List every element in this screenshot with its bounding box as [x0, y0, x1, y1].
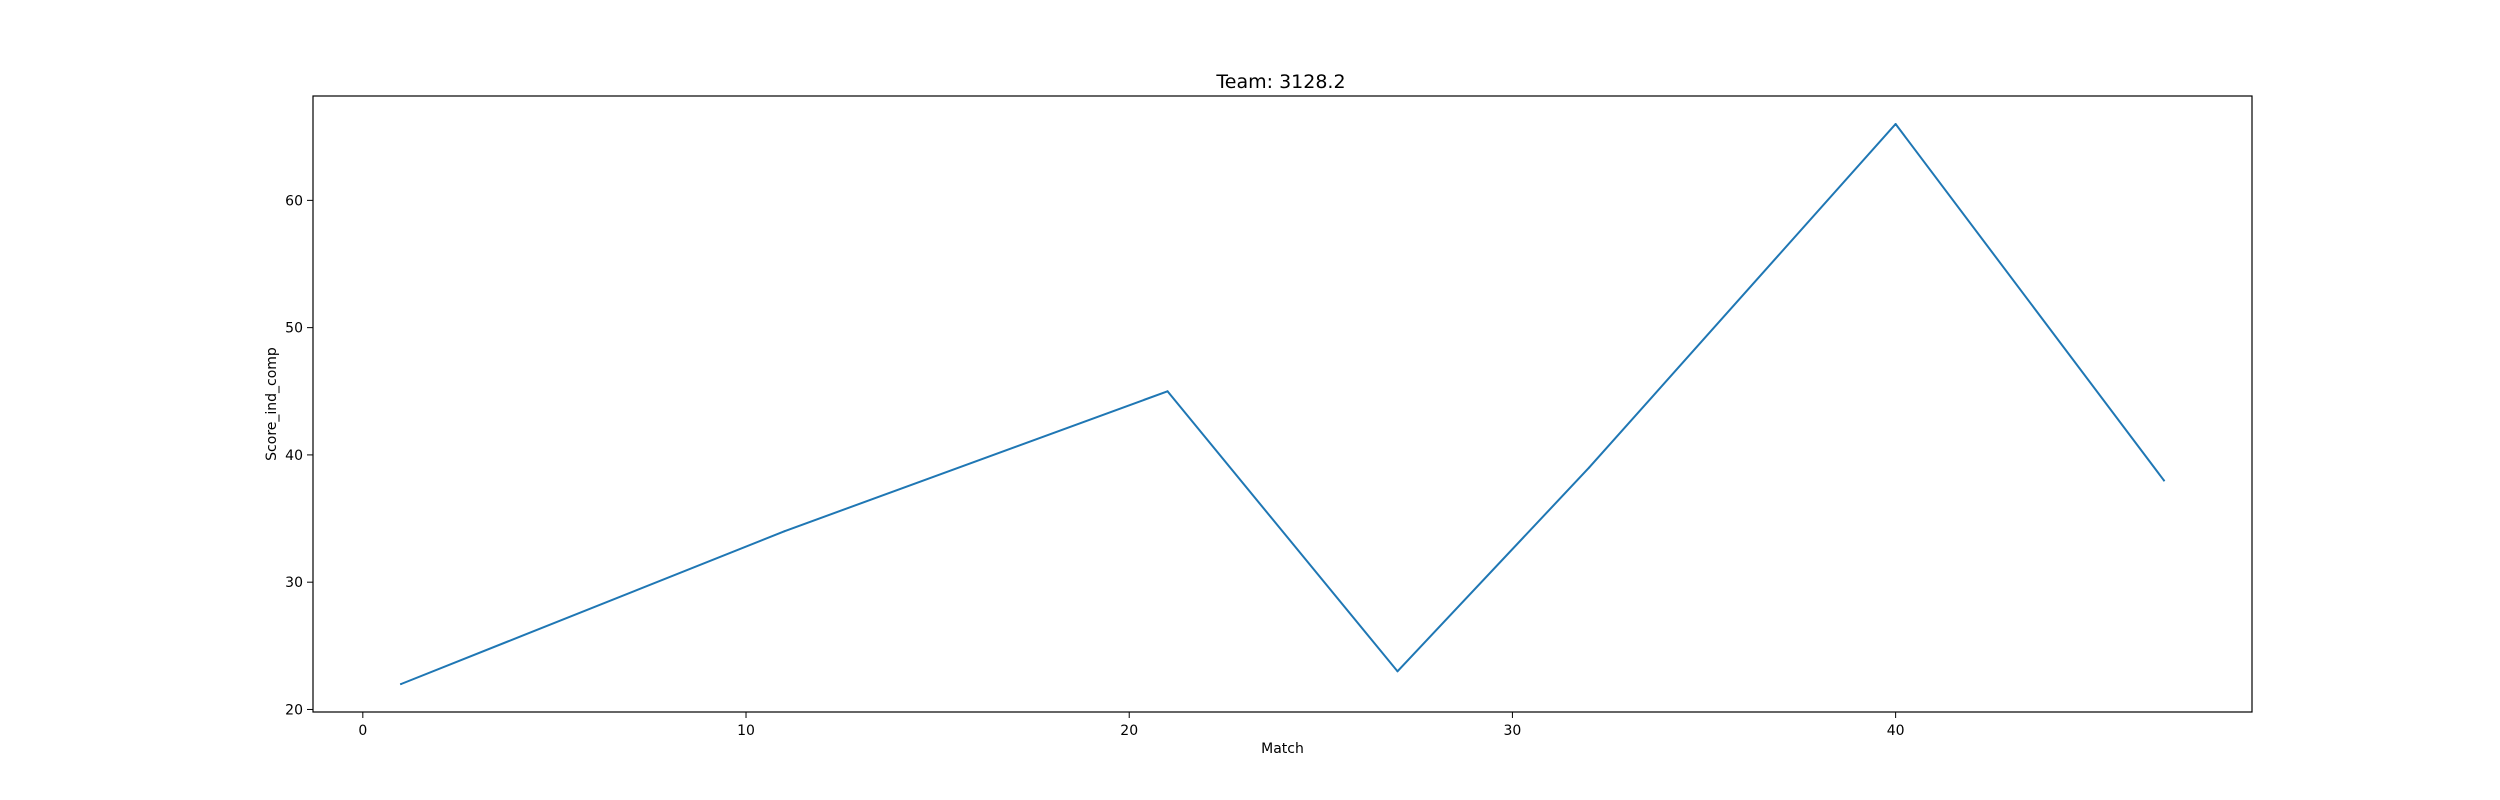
plot-area — [312, 95, 2253, 713]
y-tick-label: 40 — [285, 448, 303, 464]
data-point — [1396, 670, 1399, 673]
x-tick-label: 10 — [737, 723, 755, 739]
data-point — [783, 530, 786, 533]
y-tick-label: 60 — [285, 193, 303, 209]
x-tick-label: 40 — [1887, 723, 1905, 739]
data-point — [1166, 390, 1169, 393]
series-layer — [399, 123, 2166, 686]
data-point — [2162, 479, 2165, 482]
y-tick-label: 30 — [285, 575, 303, 591]
y-tick-label: 20 — [285, 702, 303, 718]
series-line — [399, 123, 2166, 686]
plot-frame — [312, 95, 2253, 713]
y-axis: 20 30 40 50 60 — [285, 193, 313, 718]
data-point — [1894, 123, 1897, 125]
x-tick-label: 0 — [358, 723, 367, 739]
y-tick-label: 50 — [285, 321, 303, 337]
x-axis: 0 10 20 30 40 — [358, 712, 1905, 739]
x-tick-label: 20 — [1120, 723, 1138, 739]
x-axis-label: Match — [1261, 741, 1304, 757]
x-tick-label: 30 — [1504, 723, 1522, 739]
data-point — [400, 683, 403, 685]
chart-title: Team: 3128.2 — [1215, 71, 1345, 93]
data-point — [1588, 466, 1591, 469]
y-axis-label: Score_ind_comp — [264, 347, 280, 461]
